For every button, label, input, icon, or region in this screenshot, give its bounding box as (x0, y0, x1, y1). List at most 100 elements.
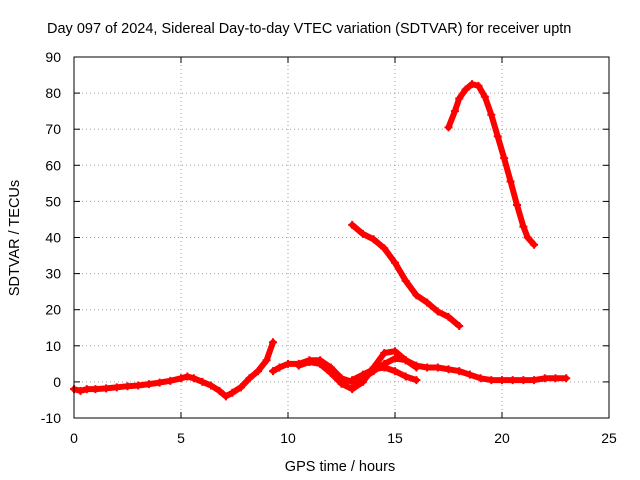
x-tick-label: 10 (280, 430, 296, 446)
data-point (112, 383, 121, 392)
data-point (284, 359, 292, 368)
data-point (348, 220, 357, 229)
y-axis-label: SDTVAR / TECUs (7, 180, 23, 296)
data-point (391, 347, 399, 356)
x-tick-label: 20 (494, 430, 510, 446)
data-point (177, 374, 185, 383)
data-point (512, 201, 521, 210)
data-point (455, 321, 464, 330)
data-point (206, 381, 215, 390)
data-point (316, 359, 325, 368)
data-point (523, 233, 532, 242)
data-point (450, 107, 459, 116)
data-point (391, 354, 399, 363)
data-point (358, 229, 367, 238)
data-point (123, 382, 132, 391)
x-tick-label: 5 (177, 430, 185, 446)
data-point (275, 363, 284, 372)
data-point (500, 154, 509, 163)
series-layer (70, 80, 571, 401)
data-point (444, 312, 453, 321)
data-point (465, 370, 474, 379)
data-point (540, 374, 549, 383)
data-point (245, 374, 254, 383)
series-low-c (294, 347, 421, 394)
data-point (480, 92, 489, 101)
data-point (166, 376, 175, 385)
data-point (468, 80, 477, 89)
data-point (228, 388, 237, 397)
data-point (76, 386, 85, 395)
data-point (487, 110, 496, 119)
y-tick-label: -10 (41, 410, 61, 426)
y-tick-label: 0 (53, 374, 61, 390)
series-mid (348, 220, 464, 330)
data-point (91, 385, 100, 394)
data-point (269, 338, 278, 347)
data-point (369, 365, 378, 374)
data-point (269, 367, 278, 376)
data-point (391, 367, 399, 376)
x-axis-label: GPS time / hours (285, 459, 395, 475)
data-point (391, 258, 399, 267)
data-point (358, 377, 367, 386)
y-tick-label: 40 (45, 230, 61, 246)
series-low-d (348, 363, 421, 385)
data-point (433, 363, 442, 372)
data-point (530, 376, 539, 385)
series-line (445, 81, 538, 248)
y-tick-label: 70 (45, 121, 61, 137)
data-point (82, 385, 91, 394)
data-point (262, 356, 271, 365)
data-point (254, 367, 263, 376)
data-point (412, 291, 421, 300)
data-point (134, 381, 143, 390)
data-point (401, 372, 410, 381)
data-point (508, 376, 517, 385)
data-point (423, 298, 432, 307)
data-point (348, 385, 357, 394)
series-high (444, 80, 539, 249)
data-point (102, 384, 111, 393)
data-point (380, 349, 389, 358)
data-point (519, 222, 528, 231)
data-point (348, 376, 357, 385)
data-point (155, 378, 164, 387)
data-point (493, 132, 502, 141)
y-tick-label: 10 (45, 338, 61, 354)
data-point (562, 374, 571, 383)
series-low-a (70, 338, 278, 401)
data-point (423, 363, 432, 372)
x-tick-label: 0 (70, 430, 78, 446)
y-tick-label: 20 (45, 302, 61, 318)
grid-layer (74, 57, 609, 418)
series-line (349, 221, 463, 329)
data-point (461, 85, 470, 94)
y-tick-label: 80 (45, 85, 61, 101)
data-point (358, 370, 367, 379)
data-point (444, 365, 453, 374)
data-point (337, 379, 346, 388)
data-point (433, 307, 442, 316)
data-point (455, 367, 464, 376)
data-point (215, 386, 224, 395)
x-tick-label: 15 (387, 430, 403, 446)
series-low-b (269, 354, 571, 386)
data-point (412, 376, 421, 385)
data-point (401, 356, 410, 365)
data-point (380, 363, 389, 372)
data-point (221, 392, 230, 401)
data-point (474, 81, 483, 90)
data-point (551, 374, 560, 383)
data-point (183, 372, 192, 381)
data-point (487, 376, 496, 385)
tick-layer: 0 5 10 15 20 25 -10 0 10 20 30 40 50 60 70 80 90 (41, 49, 617, 446)
y-tick-label: 30 (45, 266, 61, 282)
data-point (455, 94, 464, 103)
data-point (519, 376, 528, 385)
data-point (189, 374, 198, 383)
data-point (144, 380, 153, 389)
data-point (305, 358, 314, 367)
data-point (498, 376, 506, 385)
